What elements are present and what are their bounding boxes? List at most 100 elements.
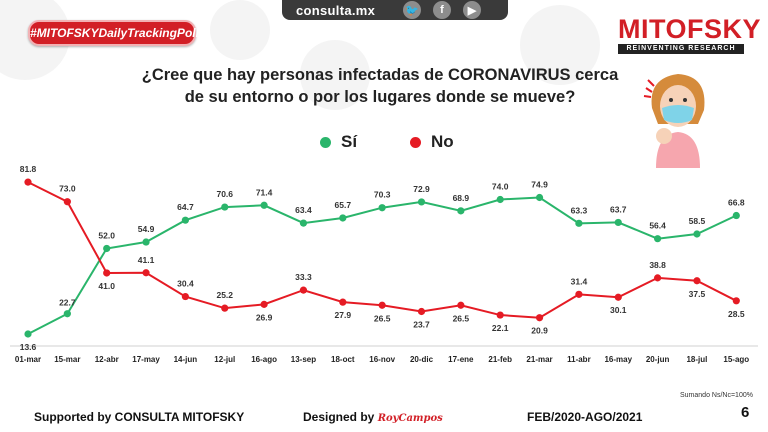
data-label: 73.0: [59, 184, 76, 194]
data-label: 22.1: [492, 323, 509, 333]
x-tick-label: 21-feb: [488, 355, 512, 364]
data-point: [575, 290, 583, 298]
designed-by: Designed by RoyCampos: [303, 410, 443, 424]
x-tick-label: 11-abr: [567, 355, 591, 364]
data-label: 26.9: [256, 312, 273, 322]
data-label: 20.9: [531, 326, 548, 336]
data-point: [614, 218, 622, 227]
sum-note: Sumando Ns/Nc=100%: [680, 392, 753, 399]
data-label: 30.1: [610, 305, 627, 315]
data-point: [654, 274, 662, 282]
virus-background-decoration: [300, 40, 370, 110]
data-label: 58.5: [689, 216, 706, 226]
data-point: [654, 235, 662, 243]
top-social-bar: consulta.mx 🐦 f ▶: [282, 0, 508, 20]
legend-si-label: Sí: [341, 132, 358, 151]
data-label: 81.8: [20, 164, 37, 174]
data-label: 28.5: [728, 309, 745, 319]
data-point: [339, 298, 347, 306]
data-point: [63, 198, 71, 206]
survey-question: ¿Cree que hay personas infectadas de COR…: [140, 64, 620, 108]
data-point: [575, 219, 583, 227]
data-label: 33.3: [295, 272, 312, 282]
data-label: 41.1: [138, 255, 155, 265]
data-point: [260, 300, 268, 308]
data-label: 72.9: [413, 184, 430, 194]
data-point: [142, 269, 150, 277]
data-point: [732, 297, 740, 305]
data-point: [24, 330, 32, 338]
data-label: 27.9: [335, 310, 352, 320]
data-label: 30.4: [177, 279, 194, 289]
twitter-icon[interactable]: 🐦: [403, 1, 421, 19]
tracking-poll-badge[interactable]: #MITOFSKYDailyTrackingPoll: [28, 20, 199, 46]
legend-no-label: No: [431, 132, 454, 151]
designed-by-label: Designed by: [303, 410, 375, 424]
mitofsky-logo: MITOFSKY REINVENTING RESEARCH: [618, 14, 762, 54]
x-tick-label: 20-dic: [410, 355, 434, 364]
data-point: [103, 269, 111, 277]
legend-no: No: [410, 132, 454, 152]
x-tick-label: 13-sep: [291, 355, 316, 364]
data-label: 65.7: [335, 200, 352, 210]
data-label: 56.4: [649, 221, 666, 231]
data-label: 38.8: [649, 260, 666, 270]
x-tick-label: 14-jun: [174, 355, 198, 364]
data-label: 26.5: [453, 313, 470, 323]
x-tick-label: 15-mar: [54, 355, 80, 364]
data-point: [181, 292, 189, 301]
data-point: [63, 310, 71, 318]
x-tick-label: 12-abr: [95, 355, 119, 364]
data-point: [339, 214, 347, 222]
data-label: 68.9: [453, 193, 470, 203]
data-label: 22.7: [59, 298, 76, 308]
x-tick-label: 20-jun: [646, 355, 670, 364]
logo-name: MITOFSKY: [618, 14, 762, 44]
data-point: [496, 195, 504, 204]
x-tick-label: 12-jul: [214, 355, 235, 364]
page-number: 6: [741, 404, 750, 421]
data-label: 13.6: [20, 342, 37, 352]
data-point: [299, 286, 308, 294]
x-tick-label: 17-ene: [448, 355, 474, 364]
data-label: 25.2: [216, 290, 233, 300]
data-point: [535, 314, 544, 322]
youtube-icon[interactable]: ▶: [463, 1, 481, 19]
x-tick-label: 15-ago: [723, 355, 749, 364]
data-point: [417, 198, 426, 206]
data-label: 74.9: [531, 179, 548, 189]
data-label: 63.4: [295, 205, 312, 215]
series-line-no: [27, 181, 737, 319]
data-point: [535, 193, 544, 202]
site-link[interactable]: consulta.mx: [296, 2, 376, 18]
data-point: [457, 301, 465, 309]
legend-si: Sí: [320, 132, 357, 152]
data-label: 74.0: [492, 181, 509, 191]
data-point: [693, 230, 701, 238]
x-tick-label: 16-ago: [251, 355, 277, 364]
data-point: [142, 238, 150, 246]
x-tick-label: 18-jul: [686, 355, 707, 364]
data-point: [221, 304, 229, 312]
data-label: 63.7: [610, 204, 627, 214]
x-tick-label: 16-nov: [369, 355, 395, 364]
data-label: 66.8: [728, 198, 745, 208]
x-tick-label: 17-may: [132, 355, 160, 364]
facebook-icon[interactable]: f: [433, 1, 451, 19]
data-label: 26.5: [374, 313, 391, 323]
data-point: [693, 277, 701, 285]
masked-woman-illustration-icon: [643, 74, 705, 168]
designer-signature: RoyCampos: [377, 413, 443, 424]
data-label: 52.0: [98, 230, 115, 240]
data-point: [732, 211, 740, 220]
supported-by: Supported by CONSULTA MITOFSKY: [34, 410, 245, 424]
data-point: [103, 244, 111, 253]
data-label: 63.3: [571, 205, 588, 215]
legend-no-marker: [410, 136, 421, 148]
data-point: [457, 207, 465, 215]
x-tick-label: 16-may: [604, 355, 632, 364]
data-point: [417, 307, 426, 316]
data-point: [221, 203, 229, 211]
question-line-2: de su entorno o por los lugares donde se…: [184, 88, 576, 106]
